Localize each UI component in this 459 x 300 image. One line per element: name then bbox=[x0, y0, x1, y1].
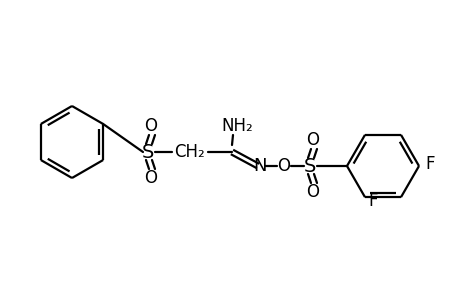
Text: NH₂: NH₂ bbox=[221, 117, 252, 135]
Text: CH₂: CH₂ bbox=[174, 143, 205, 161]
Text: N: N bbox=[253, 157, 266, 175]
Text: F: F bbox=[367, 192, 377, 210]
Text: S: S bbox=[303, 157, 315, 175]
Text: O: O bbox=[306, 183, 319, 201]
Text: S: S bbox=[141, 142, 154, 161]
Text: O: O bbox=[306, 131, 319, 149]
Text: O: O bbox=[144, 117, 157, 135]
Text: O: O bbox=[277, 157, 290, 175]
Text: O: O bbox=[144, 169, 157, 187]
Text: F: F bbox=[424, 155, 434, 173]
